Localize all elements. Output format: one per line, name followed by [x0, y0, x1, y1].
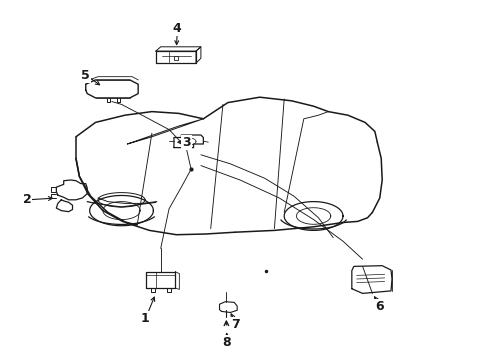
Text: 3: 3 — [182, 136, 191, 149]
Text: 7: 7 — [231, 318, 240, 330]
Text: 5: 5 — [81, 69, 90, 82]
Text: 2: 2 — [23, 193, 31, 206]
Text: 1: 1 — [140, 312, 149, 325]
Text: 6: 6 — [375, 300, 384, 313]
Text: 8: 8 — [222, 336, 231, 348]
Text: 4: 4 — [172, 22, 181, 35]
